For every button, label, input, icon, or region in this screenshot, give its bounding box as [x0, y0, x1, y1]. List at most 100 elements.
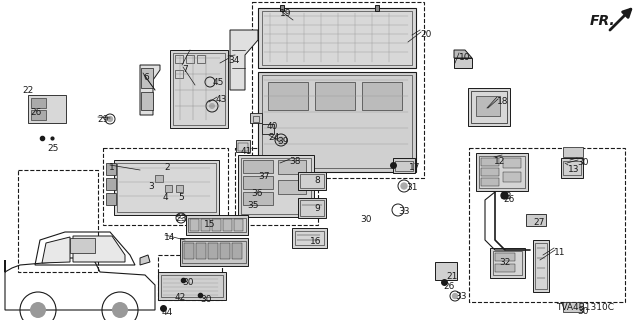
Bar: [262, 75, 412, 168]
Text: 13: 13: [568, 165, 579, 174]
Text: 31: 31: [406, 183, 417, 192]
Bar: [173, 53, 225, 125]
Bar: [563, 302, 583, 312]
Text: 37: 37: [258, 172, 269, 181]
Bar: [117, 163, 216, 212]
Bar: [250, 113, 262, 123]
Bar: [454, 58, 472, 68]
Bar: [375, 5, 379, 11]
Text: 26: 26: [503, 195, 515, 204]
Bar: [234, 219, 243, 231]
Bar: [241, 158, 311, 214]
Text: 30: 30: [182, 278, 193, 287]
Bar: [220, 243, 230, 259]
Text: 30: 30: [577, 158, 589, 167]
Bar: [315, 82, 355, 110]
Bar: [141, 92, 153, 110]
Text: 39: 39: [277, 137, 289, 146]
Bar: [526, 214, 546, 226]
Text: 18: 18: [497, 97, 509, 106]
Text: 40: 40: [267, 122, 278, 131]
Bar: [243, 160, 273, 173]
Bar: [292, 228, 327, 248]
Text: 30: 30: [360, 215, 371, 224]
Bar: [158, 272, 226, 300]
Bar: [258, 72, 416, 172]
Text: 15: 15: [204, 220, 216, 229]
Bar: [175, 55, 183, 63]
Circle shape: [452, 293, 458, 299]
Bar: [236, 140, 250, 152]
Bar: [188, 218, 246, 232]
Bar: [258, 8, 416, 68]
Polygon shape: [140, 255, 150, 265]
Bar: [268, 82, 308, 110]
Bar: [280, 5, 284, 11]
Polygon shape: [42, 237, 70, 263]
Bar: [490, 248, 525, 278]
Bar: [70, 238, 95, 253]
Text: 5: 5: [178, 193, 184, 202]
Bar: [295, 231, 324, 245]
Text: 42: 42: [175, 293, 186, 302]
Text: 34: 34: [228, 56, 239, 65]
Text: 38: 38: [289, 157, 301, 166]
Bar: [481, 158, 499, 166]
Circle shape: [30, 302, 46, 318]
Bar: [563, 161, 581, 175]
Polygon shape: [230, 30, 258, 90]
Text: 45: 45: [213, 78, 225, 87]
Bar: [393, 158, 415, 173]
Bar: [253, 116, 259, 122]
Text: TVA4B1310C: TVA4B1310C: [556, 303, 614, 312]
Circle shape: [401, 183, 407, 189]
Bar: [503, 172, 521, 182]
Bar: [395, 161, 413, 171]
Text: 36: 36: [251, 189, 262, 198]
Text: 19: 19: [280, 9, 291, 18]
Bar: [180, 238, 248, 266]
Text: 1: 1: [109, 163, 115, 172]
Bar: [106, 193, 116, 205]
Text: 4: 4: [163, 193, 168, 202]
Bar: [18, 170, 98, 272]
Bar: [31, 110, 46, 120]
Bar: [278, 160, 306, 174]
Bar: [31, 98, 46, 108]
Text: 16: 16: [310, 237, 321, 246]
Bar: [471, 91, 507, 123]
Text: 17: 17: [409, 163, 420, 172]
Bar: [170, 50, 228, 128]
Text: 24: 24: [268, 133, 279, 142]
Bar: [114, 160, 219, 215]
Text: 14: 14: [164, 233, 175, 242]
Bar: [158, 255, 222, 300]
Bar: [262, 11, 412, 65]
Bar: [243, 192, 273, 205]
Bar: [196, 243, 206, 259]
Bar: [495, 264, 515, 272]
Bar: [362, 82, 402, 110]
Text: FR.: FR.: [590, 14, 616, 28]
Bar: [469, 148, 625, 302]
Bar: [186, 55, 194, 63]
Bar: [262, 124, 274, 134]
Text: 43: 43: [216, 95, 227, 104]
Bar: [300, 200, 324, 216]
Polygon shape: [73, 236, 125, 262]
Bar: [481, 168, 499, 176]
Text: 8: 8: [314, 176, 320, 185]
Text: 2: 2: [164, 163, 170, 172]
Bar: [495, 253, 515, 261]
Bar: [232, 243, 242, 259]
Bar: [161, 275, 223, 297]
Bar: [197, 55, 205, 63]
Text: 7: 7: [182, 65, 188, 74]
Bar: [165, 185, 172, 192]
Bar: [476, 96, 500, 116]
Bar: [201, 219, 210, 231]
Text: 33: 33: [398, 207, 410, 216]
Text: 25: 25: [47, 144, 58, 153]
Bar: [155, 175, 163, 182]
Bar: [238, 143, 248, 151]
